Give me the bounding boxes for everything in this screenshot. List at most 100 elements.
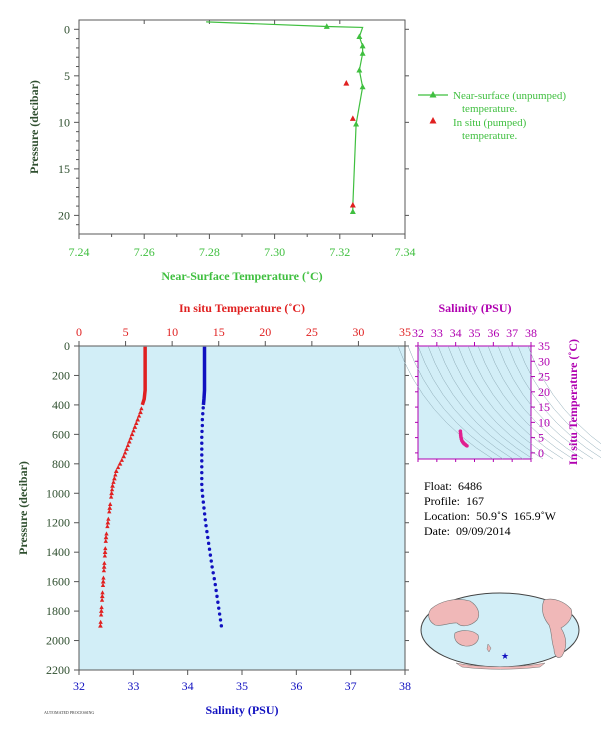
temperature-marker: [115, 465, 121, 470]
temperature-tick-label: 10: [166, 325, 178, 339]
unpumped-temperature-marker: [359, 83, 366, 90]
temperature-marker: [103, 538, 108, 543]
ts-density-contour: [447, 345, 544, 460]
legend-unpumped-marker: [429, 91, 437, 98]
unpumped-temperature-marker: [323, 23, 330, 29]
ts-y-tick-label: 20: [538, 385, 550, 399]
ts-y-tick-label: 15: [538, 400, 550, 414]
near-surface-y-axis-label: Pressure (decibar): [27, 80, 41, 174]
temperature-marker: [129, 431, 135, 437]
salinity-tick-label: 35: [236, 679, 248, 693]
profile-y-tick-label: 2200: [46, 663, 70, 677]
salinity-marker: [216, 600, 220, 604]
profile-plot-background: [78, 345, 406, 671]
profile-chart: 0 5 10 15 20 25 30 35 32 33 34 35 36 37 38 0 200 400 600 80…: [16, 301, 411, 717]
near-surface-plot-frame: [78, 19, 406, 235]
ts-density-contour: [407, 345, 504, 460]
temperature-marker: [122, 450, 128, 455]
near-surface-y-tick-label: 15: [58, 162, 70, 176]
ts-density-contour: [437, 345, 534, 460]
temperature-marker: [135, 417, 141, 422]
temperature-marker: [108, 501, 113, 506]
salinity-marker: [205, 529, 209, 534]
ts-x-tick-label: 34: [450, 326, 462, 340]
profile-series: [98, 346, 224, 628]
near-surface-y-tick-label: 0: [64, 22, 70, 36]
ts-density-contour: [427, 345, 524, 460]
salinity-marker: [208, 553, 213, 557]
temperature-tick-label: 35: [399, 325, 411, 339]
salinity-marker: [200, 470, 204, 475]
temperature-marker: [104, 531, 109, 536]
salinity-marker: [214, 588, 218, 593]
salinity-marker: [206, 541, 211, 546]
ts-y-axis-label: In situ Temperature (˚C): [566, 339, 580, 465]
temperature-marker: [136, 413, 142, 418]
salinity-marker: [200, 476, 204, 481]
salinity-marker: [210, 565, 214, 569]
profile-y-tick-label: 1000: [46, 486, 70, 500]
temperature-marker: [98, 623, 103, 628]
temperature-marker: [112, 475, 117, 481]
unpumped-temperature-marker: [359, 42, 366, 49]
ts-x-axis-label: Salinity (PSU): [438, 301, 511, 315]
profile-y-tick-label: 800: [52, 457, 70, 471]
profile-y-axis-label: Pressure (decibar): [16, 461, 30, 555]
temperature-marker: [121, 453, 127, 459]
profile-y-tick-label: 1800: [46, 604, 70, 618]
temperature-marker: [113, 468, 119, 474]
temperature-marker: [100, 582, 106, 587]
temperature-marker: [124, 446, 129, 451]
profile-y-tick-label: 1400: [46, 545, 70, 559]
salinity-marker: [200, 429, 204, 434]
legend-pumped-label-line2: temperature.: [462, 130, 518, 142]
temperature-marker: [99, 608, 104, 613]
profile-y-tick-label: 0: [64, 339, 70, 353]
salinity-marker: [200, 465, 204, 469]
salinity-tick-label: 33: [127, 679, 139, 693]
float-location-marker: ★: [501, 651, 509, 661]
temperature-marker: [131, 428, 136, 433]
temperature-tick-label: 15: [213, 325, 225, 339]
legend-pumped-marker: [429, 117, 437, 124]
temperature-marker: [103, 546, 108, 551]
temperature-marker: [102, 553, 108, 558]
figure-footnote: AUTOMATED PROCESSING: [44, 710, 94, 715]
ts-x-tick-label: 38: [525, 326, 537, 340]
ts-density-contour: [517, 345, 601, 452]
temperature-tick-label: 30: [352, 325, 364, 339]
ts-y-tick-label: 5: [538, 431, 544, 445]
ts-points: [458, 429, 469, 448]
profile-y-tick-label: 600: [52, 427, 70, 441]
temperature-marker: [132, 424, 138, 429]
ts-density-contour: [497, 345, 594, 460]
pumped-temperature-marker: [349, 115, 356, 121]
near-surface-x-tick-label: 7.34: [395, 245, 416, 259]
temperature-marker: [103, 534, 109, 540]
temperature-marker: [134, 420, 139, 425]
temperature-marker: [126, 439, 132, 444]
temperature-marker: [106, 516, 111, 521]
ts-x-tick-label: 33: [431, 326, 443, 340]
float-info-block: Float: 6486 Profile: 167 Location: 50.9˚…: [424, 479, 556, 539]
ts-density-contour: [417, 345, 514, 460]
near-surface-legend: Near-surface (unpumped) temperature. In …: [418, 90, 566, 142]
legend-pumped-label: In situ (pumped): [453, 117, 527, 129]
temperature-tick-label: 5: [123, 325, 129, 339]
profile-y-tick-label: 200: [52, 368, 70, 382]
profile-number: Profile: 167: [424, 494, 484, 508]
location-map: ★: [420, 592, 580, 670]
profile-date: Date: 09/09/2014: [424, 524, 511, 538]
temperature-marker: [102, 560, 107, 565]
profile-y-tick-label: 400: [52, 398, 70, 412]
ts-density-contour: [467, 345, 564, 460]
near-surface-y-tick-label: 20: [58, 208, 70, 222]
legend-unpumped-label: Near-surface (unpumped): [453, 90, 566, 102]
salinity-marker: [201, 406, 205, 410]
temperature-marker: [111, 479, 116, 484]
temperature-marker: [98, 612, 104, 617]
salinity-upper-band: [201, 346, 207, 406]
